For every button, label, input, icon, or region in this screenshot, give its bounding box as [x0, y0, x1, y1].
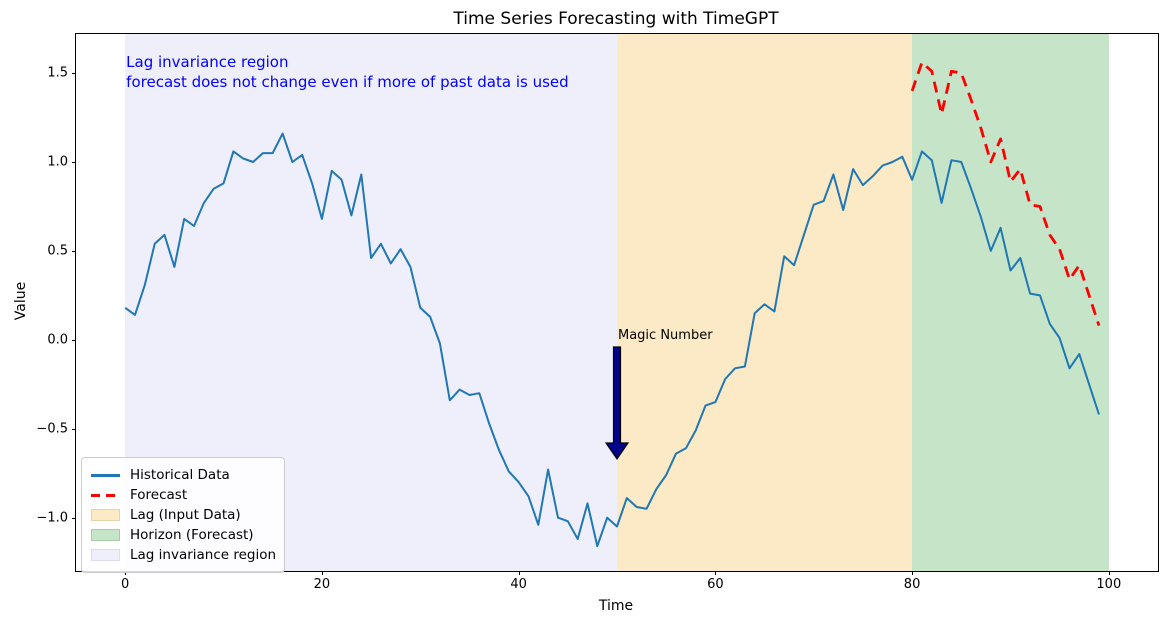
x-tick-label: 40 — [510, 577, 527, 592]
historical-line-swatch — [91, 473, 120, 477]
legend-item-horizon: Horizon (Forecast) — [91, 525, 275, 545]
y-tick-label: −1.0 — [36, 510, 68, 526]
legend-label: Lag invariance region — [130, 547, 277, 563]
x-tick-mark — [912, 571, 914, 575]
legend-item-forecast: Forecast — [91, 485, 275, 505]
y-tick-label: 1.5 — [47, 65, 68, 81]
x-tick-label: 80 — [903, 577, 921, 592]
legend-label: Horizon (Forecast) — [130, 527, 254, 543]
magic-number-note: Magic Number — [618, 328, 713, 344]
legend-label: Forecast — [130, 487, 188, 503]
series-historical-data — [124, 132, 1100, 548]
horizon-patch-swatch — [91, 529, 120, 541]
legend-label: Lag (Input Data) — [130, 507, 241, 523]
lag-invariance-note: Lag invariance region forecast does not … — [126, 52, 569, 92]
x-tick-label: 20 — [313, 577, 331, 592]
y-tick-label: −0.5 — [36, 421, 68, 437]
forecast-line-swatch — [91, 493, 120, 497]
legend-item-lag-invariance: Lag invariance region — [91, 545, 277, 565]
y-tick-mark — [72, 250, 76, 252]
y-tick-mark — [72, 517, 76, 519]
lag-invariance-patch-swatch — [91, 549, 120, 561]
x-tick-label: 100 — [1096, 577, 1122, 592]
y-tick-mark — [72, 162, 76, 164]
x-tick-mark — [125, 571, 127, 575]
x-tick-mark — [715, 571, 717, 575]
x-tick-mark — [518, 571, 520, 575]
x-axis-label: Time — [598, 598, 634, 614]
plot-lines — [124, 61, 1101, 548]
x-tick-label: 60 — [707, 577, 724, 592]
y-axis-label: Value — [13, 281, 29, 321]
y-tick-mark — [72, 339, 76, 341]
x-tick-label: 0 — [121, 577, 130, 592]
y-tick-label: 0.5 — [47, 243, 68, 259]
legend-label: Historical Data — [130, 467, 230, 483]
axes: Historical Data Forecast Lag (Input Data… — [36, 33, 1159, 592]
chart-title: Time Series Forecasting with TimeGPT — [453, 9, 779, 29]
legend-item-lag: Lag (Input Data) — [91, 505, 275, 525]
x-tick-mark — [321, 571, 323, 575]
y-tick-mark — [72, 73, 76, 75]
region-lag-input-region — [617, 34, 913, 571]
x-tick-mark — [1108, 571, 1110, 575]
y-tick-label: 0.0 — [47, 332, 68, 348]
series-forecast — [910, 61, 1101, 327]
region-horizon-region — [912, 34, 1109, 571]
lag-patch-swatch — [91, 509, 120, 521]
magic-number-arrow-icon — [604, 346, 630, 461]
legend-item-historical: Historical Data — [91, 465, 275, 485]
legend: Historical Data Forecast Lag (Input Data… — [81, 457, 285, 573]
y-tick-label: 1.0 — [47, 154, 68, 170]
y-tick-mark — [72, 428, 76, 430]
